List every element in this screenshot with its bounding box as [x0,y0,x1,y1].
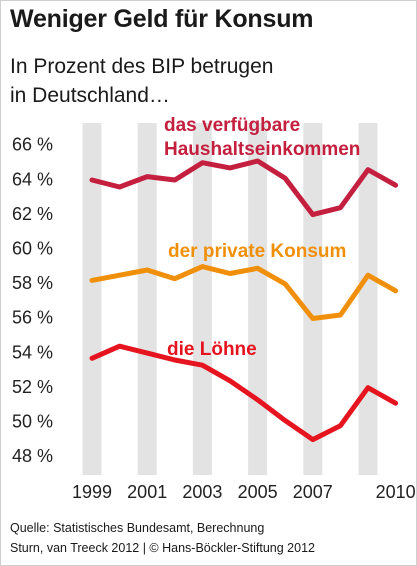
grid-band [137,123,157,475]
x-tick-label: 2007 [293,482,333,502]
grid-band [192,123,212,475]
source-line-2: Sturn, van Treeck 2012 | © Hans-Böckler-… [10,541,315,555]
series-labels: das verfügbare Haushaltseinkommen der priv… [164,115,360,360]
x-tick-label: 2010 [376,482,416,502]
grid-band [82,123,102,475]
grid-band [248,123,268,475]
series-label-1: das verfügbare [164,115,300,136]
series-label-3: die Löhne [167,339,257,360]
x-tick-label: 1999 [72,482,112,502]
source-line-1: Quelle: Statistisches Bundesamt, Berechn… [10,521,265,535]
subtitle-line-2: in Deutschland… [10,84,170,107]
subtitle-line-1: In Prozent des BIP betrugen [10,55,274,78]
y-tick-label: 66 % [12,135,53,155]
y-tick-label: 52 % [12,377,53,397]
series-line-3 [89,343,399,443]
y-tick-label: 48 % [12,446,53,466]
y-axis-labels: 66 % 64 % 62 % 60 % 58 % 56 % 54 % 52 % 50 % 48 % [12,135,53,466]
x-axis-labels: 1999 2001 2003 2005 2007 2010 [72,482,416,502]
grid-band [303,123,323,475]
chart-lines [89,158,399,443]
series-line-2 [89,264,399,321]
x-tick-label: 2005 [238,482,278,502]
y-tick-label: 56 % [12,308,53,328]
chart-subtitle: In Prozent des BIP betrugen in Deutschla… [10,52,273,110]
x-tick-label: 2003 [182,482,222,502]
y-tick-label: 64 % [12,169,53,189]
x-tick-label: 2001 [127,482,167,502]
series-line-1 [89,158,399,218]
y-tick-label: 58 % [12,273,53,293]
series-label-2: der private Konsum [168,241,346,262]
y-tick-label: 50 % [12,412,53,432]
series-label-1: Haushaltseinkommen [164,139,360,160]
y-tick-label: 54 % [12,342,53,362]
grid-band [358,123,378,475]
source-note: Quelle: Statistisches Bundesamt, Berechn… [10,518,315,558]
line-chart: 66 % 64 % 62 % 60 % 58 % 56 % 54 % 52 % 50 % 48 %… [12,115,416,502]
chart-bands [82,123,378,475]
chart-title: Weniger Geld für Konsum [10,5,314,33]
y-tick-label: 60 % [12,239,53,259]
y-tick-label: 62 % [12,204,53,224]
